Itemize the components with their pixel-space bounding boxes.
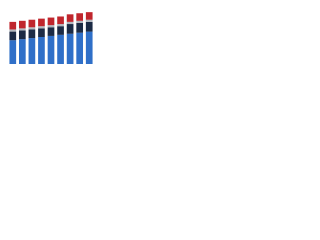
bar-segment — [38, 26, 45, 29]
chart — [9, 12, 93, 65]
bar-segment — [57, 26, 64, 35]
bar-segment — [85, 19, 93, 22]
bar-segment — [28, 19, 36, 28]
bar-segment — [76, 22, 84, 33]
bar-segment — [18, 28, 26, 31]
bar-segment — [85, 31, 93, 65]
bar-segment — [9, 29, 17, 32]
bar-segment — [9, 21, 17, 30]
bar-segment — [28, 38, 36, 64]
bar-segment — [66, 14, 74, 22]
bar-segment — [57, 24, 64, 27]
bar-segment — [28, 29, 36, 39]
bar-segment — [66, 33, 74, 64]
page: {"chart_data": {"type": "stacked-bar", "… — [0, 0, 100, 71]
bar-segment — [9, 31, 17, 41]
bar-segment — [76, 20, 84, 23]
bar-segment — [28, 27, 36, 30]
bar-segment — [9, 40, 17, 64]
bar-segment — [18, 20, 26, 29]
bar-segment — [76, 32, 84, 64]
bar-segment — [57, 16, 64, 25]
bar-segment — [38, 28, 45, 37]
bar-segment — [85, 12, 93, 20]
bar-segment — [38, 37, 45, 64]
bar-segment — [66, 24, 74, 34]
bar-segment — [85, 21, 93, 32]
bar-segment — [38, 18, 45, 27]
bar-segment — [47, 17, 55, 26]
bar-segment — [47, 35, 55, 64]
bar-segment — [57, 34, 64, 64]
bar-segment — [76, 13, 84, 21]
bar-segment — [18, 39, 26, 64]
bar-segment — [18, 30, 26, 40]
bar-segment — [66, 21, 74, 25]
bar-segment — [47, 25, 55, 28]
bar-segment — [47, 27, 55, 36]
